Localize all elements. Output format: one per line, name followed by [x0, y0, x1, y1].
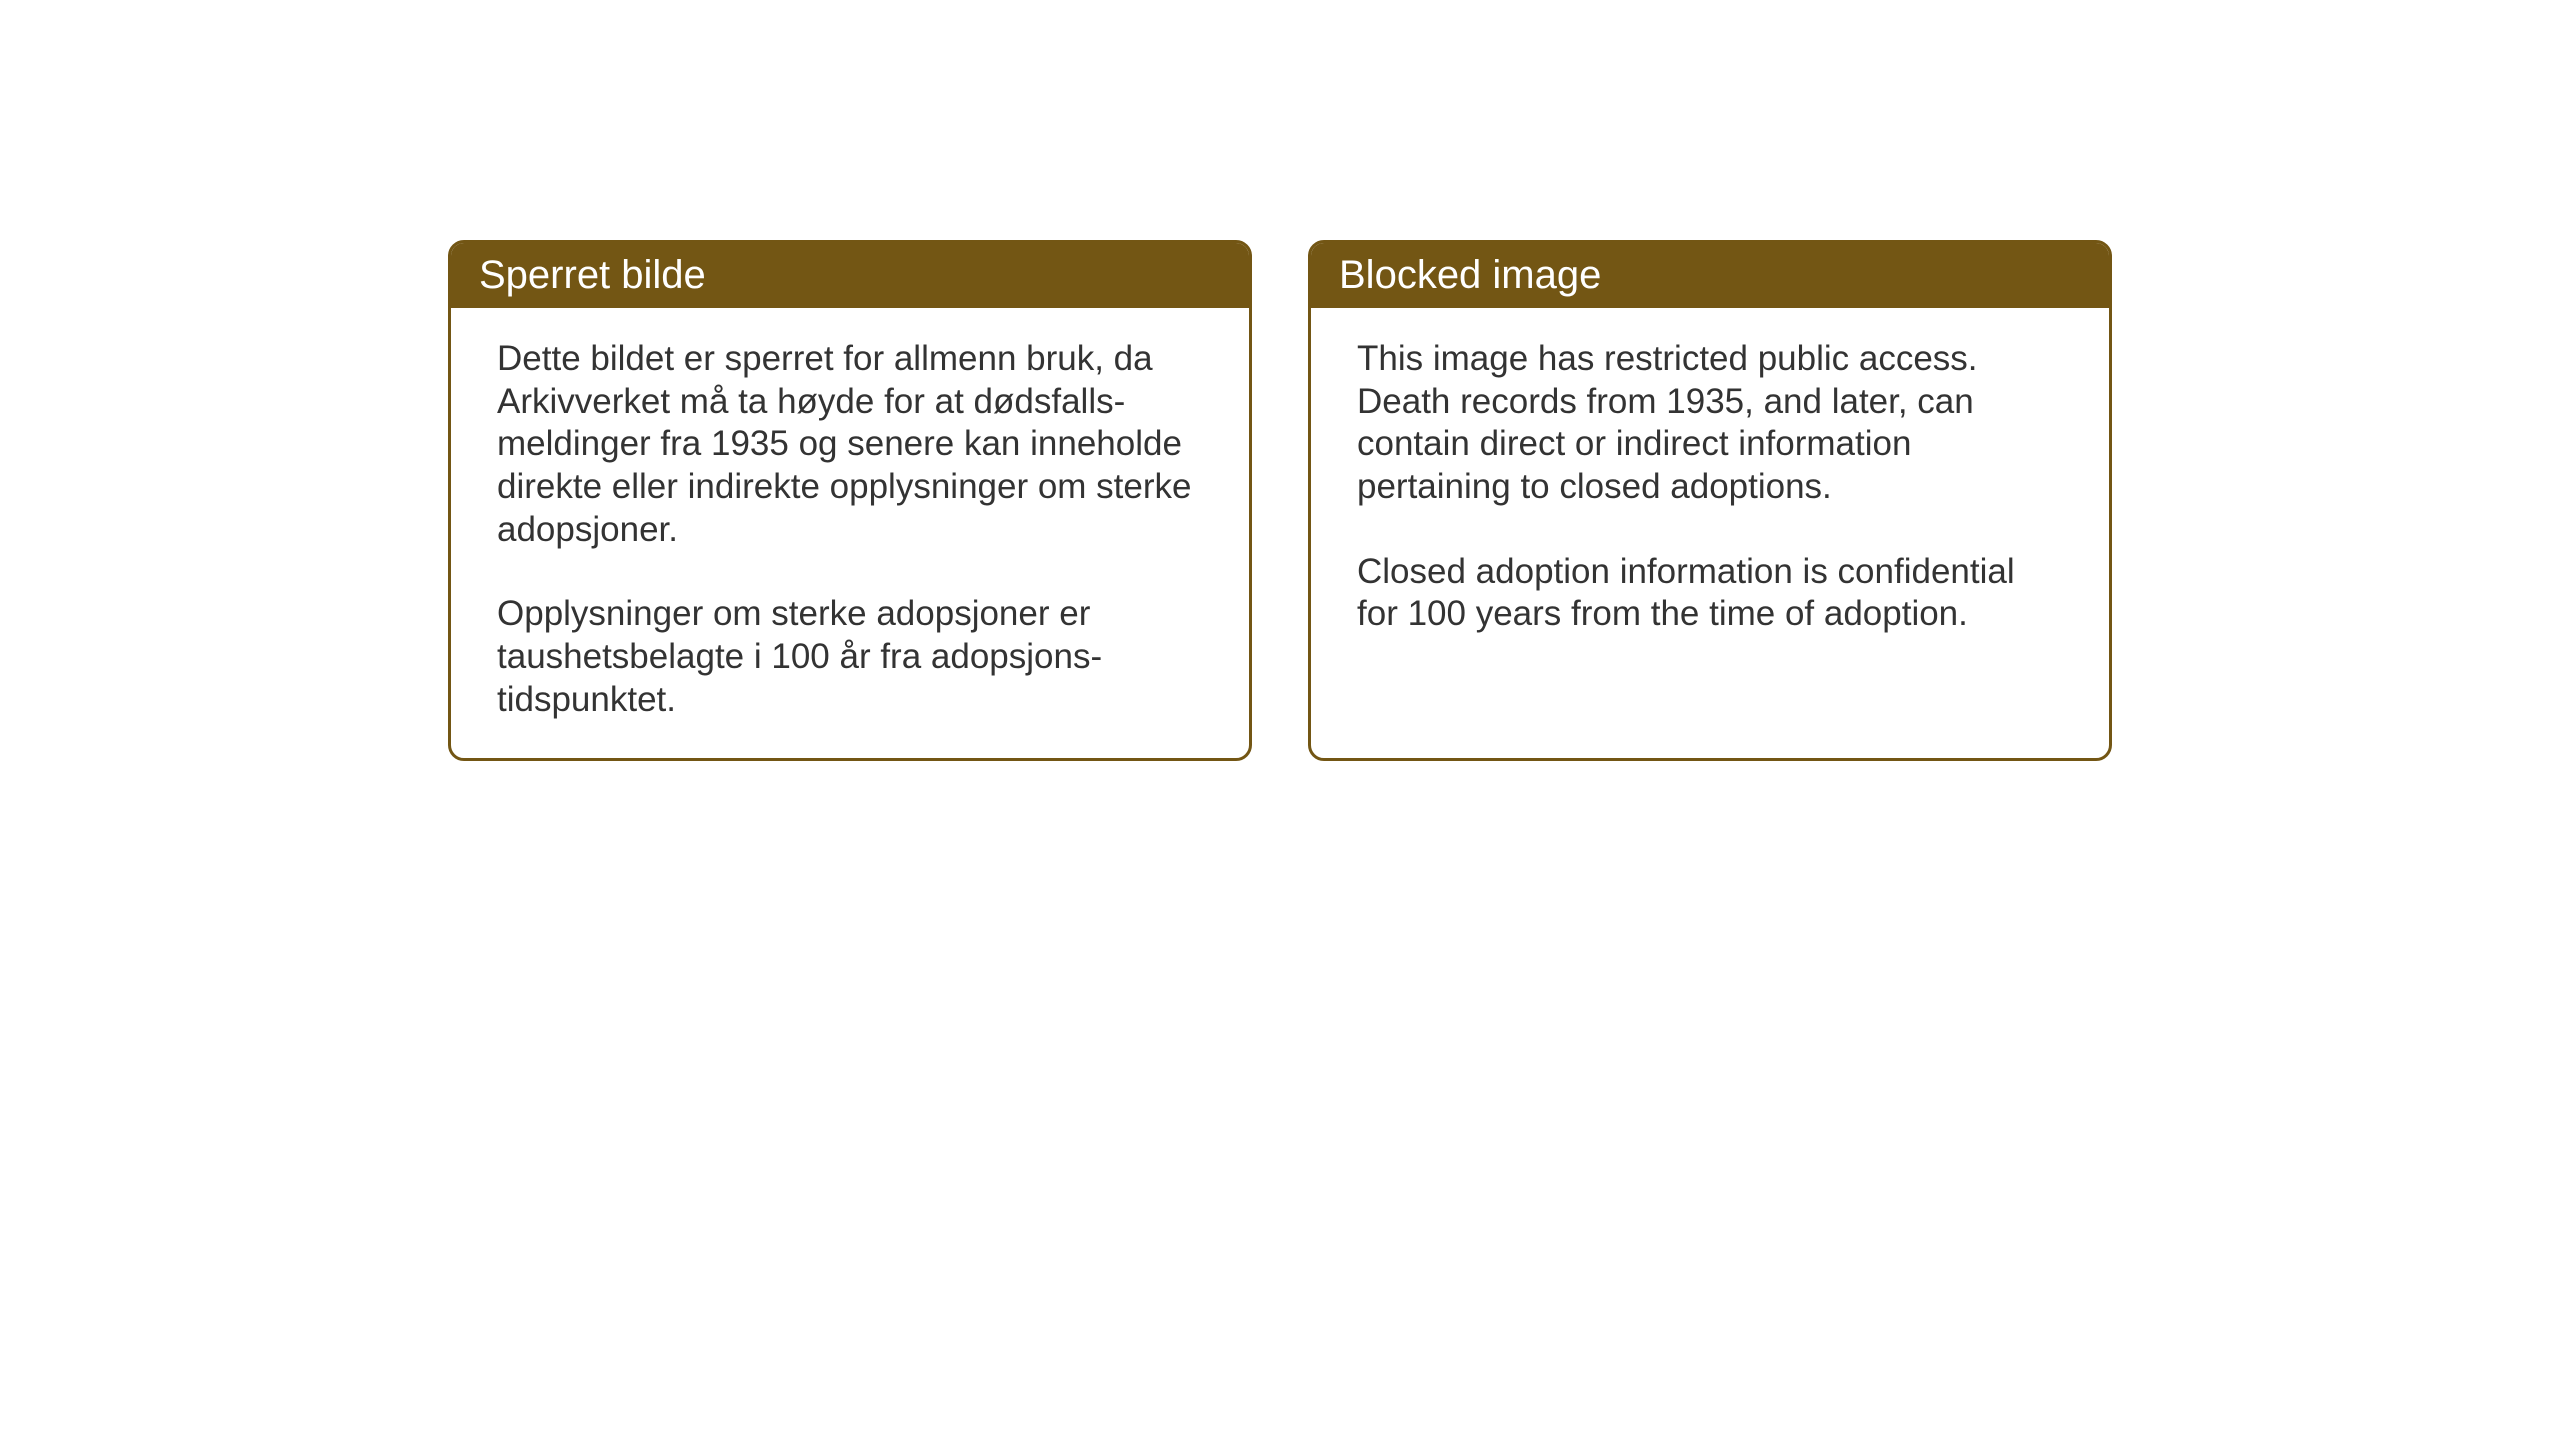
card-paragraph: Opplysninger om sterke adopsjoner er tau…	[497, 593, 1203, 721]
card-header-norwegian: Sperret bilde	[451, 243, 1249, 308]
notice-container: Sperret bilde Dette bildet er sperret fo…	[448, 240, 2112, 761]
card-body-english: This image has restricted public access.…	[1311, 308, 2109, 748]
card-header-english: Blocked image	[1311, 243, 2109, 308]
card-paragraph: Closed adoption information is confident…	[1357, 551, 2063, 636]
card-title: Sperret bilde	[479, 253, 706, 297]
card-title: Blocked image	[1339, 253, 1601, 297]
card-paragraph: This image has restricted public access.…	[1357, 338, 2063, 509]
notice-card-norwegian: Sperret bilde Dette bildet er sperret fo…	[448, 240, 1252, 761]
card-paragraph: Dette bildet er sperret for allmenn bruk…	[497, 338, 1203, 551]
notice-card-english: Blocked image This image has restricted …	[1308, 240, 2112, 761]
card-body-norwegian: Dette bildet er sperret for allmenn bruk…	[451, 308, 1249, 758]
